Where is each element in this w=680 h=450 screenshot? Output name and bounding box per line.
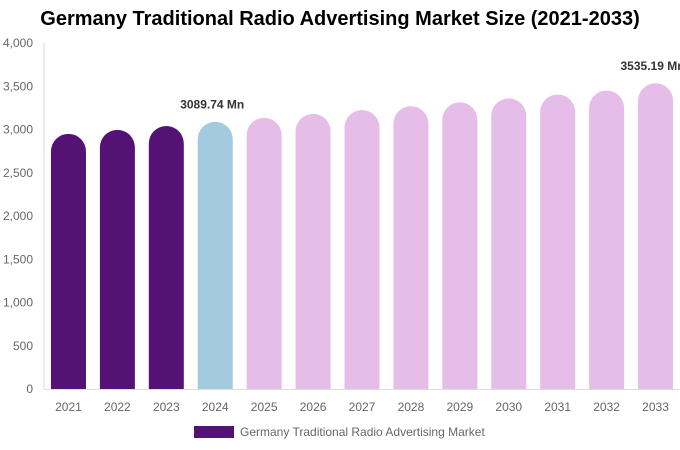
- bar-2027: [344, 110, 380, 389]
- bar-2028: [393, 106, 429, 390]
- x-tick-label: 2022: [104, 400, 131, 414]
- y-tick-label: 3,500: [3, 79, 33, 93]
- bar-2032: [589, 90, 625, 389]
- y-tick-label: 1,500: [3, 252, 33, 266]
- legend-swatch: [194, 426, 234, 438]
- bar-2023: [148, 126, 184, 389]
- data-label-2024: 3089.74 Mn: [180, 98, 244, 112]
- bar-2024: [197, 121, 233, 389]
- bar-2025: [246, 117, 282, 389]
- y-tick-label: 2,000: [3, 209, 33, 223]
- x-tick-label: 2029: [446, 400, 473, 414]
- chart-title: Germany Traditional Radio Advertising Ma…: [40, 8, 640, 30]
- y-tick-label: 2,500: [3, 166, 33, 180]
- x-tick-label: 2032: [593, 400, 620, 414]
- bar-2029: [442, 102, 478, 390]
- y-tick-label: 3,000: [3, 123, 33, 137]
- x-tick-label: 2023: [153, 400, 180, 414]
- y-tick-label: 4,000: [3, 36, 33, 50]
- bar-2026: [295, 113, 331, 389]
- bar-2033: [638, 83, 674, 390]
- x-tick-label: 2033: [642, 400, 669, 414]
- x-tick-label: 2026: [300, 400, 327, 414]
- data-label-2033: 3535.19 Mn: [621, 59, 680, 73]
- y-tick-label: 1,000: [3, 296, 33, 310]
- legend: Germany Traditional Radio Advertising Ma…: [194, 425, 485, 439]
- x-tick-label: 2021: [55, 400, 82, 414]
- x-tick-label: 2028: [398, 400, 425, 414]
- x-tick-label: 2024: [202, 400, 229, 414]
- y-tick-label: 500: [13, 339, 33, 353]
- bar-2022: [99, 129, 135, 389]
- x-tick-label: 2027: [349, 400, 376, 414]
- legend-label: Germany Traditional Radio Advertising Ma…: [240, 425, 485, 439]
- x-tick-label: 2030: [495, 400, 522, 414]
- bar-2031: [540, 94, 576, 389]
- bar-2021: [50, 133, 86, 389]
- y-tick-label: 0: [26, 382, 33, 396]
- bar-2030: [491, 98, 527, 390]
- x-tick-label: 2031: [544, 400, 571, 414]
- x-tick-label: 2025: [251, 400, 278, 414]
